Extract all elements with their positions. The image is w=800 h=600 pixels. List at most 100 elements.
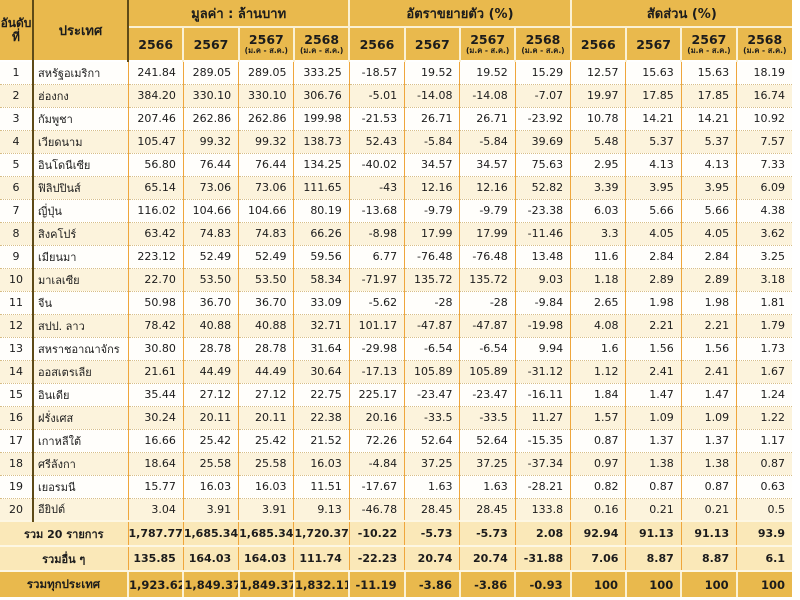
value-cell: 3.3 bbox=[570, 221, 626, 245]
summary-value-cell: 1,787.77 bbox=[127, 520, 184, 546]
summary-value-cell: 92.94 bbox=[570, 520, 626, 546]
rank-cell: 10 bbox=[0, 267, 34, 291]
summary-label-cell: รวมอื่น ๆ bbox=[0, 545, 128, 571]
value-cell: 7.33 bbox=[736, 152, 792, 176]
value-cell: -17.67 bbox=[348, 474, 405, 498]
value-cell: 1.98 bbox=[680, 290, 737, 314]
value-cell: -47.87 bbox=[459, 313, 516, 337]
value-cell: -23.38 bbox=[514, 198, 571, 222]
rank-cell: 6 bbox=[0, 175, 34, 199]
year-column-header: 2567 (ม.ค - ส.ค.) bbox=[680, 27, 737, 61]
value-cell: 52.43 bbox=[348, 129, 405, 153]
value-cell: -76.48 bbox=[404, 244, 460, 268]
value-cell: 104.66 bbox=[238, 198, 294, 222]
value-cell: -5.84 bbox=[459, 129, 516, 153]
value-cell: 25.42 bbox=[182, 428, 239, 452]
value-cell: 3.25 bbox=[736, 244, 792, 268]
value-cell: 17.99 bbox=[459, 221, 516, 245]
table-row: 8 สิงคโปร์ 63.42 74.83 74.83 66.26 -8.98 17.99 1… bbox=[0, 221, 792, 245]
value-cell: 3.62 bbox=[736, 221, 792, 245]
summary-value-cell: -3.86 bbox=[403, 570, 460, 597]
value-cell: 3.95 bbox=[680, 175, 737, 199]
grand-total-row: รวมทุกประเทศ 1,923.62 1,849.37 1,849.37 1,83… bbox=[0, 570, 792, 597]
country-cell: เกาหลีใต้ bbox=[33, 428, 128, 452]
year-column-header: 2567 (ม.ค - ส.ค.) bbox=[237, 27, 294, 61]
value-cell: -6.54 bbox=[459, 336, 516, 360]
value-cell: 225.17 bbox=[348, 382, 405, 406]
value-cell: 36.70 bbox=[238, 290, 294, 314]
value-cell: 2.84 bbox=[625, 244, 682, 268]
value-cell: 52.64 bbox=[404, 428, 460, 452]
value-cell: 1.47 bbox=[680, 382, 737, 406]
country-cell: อินเดีย bbox=[33, 382, 128, 406]
value-cell: 105.47 bbox=[127, 129, 184, 153]
value-cell: 16.03 bbox=[238, 474, 294, 498]
value-cell: -5.84 bbox=[404, 129, 460, 153]
value-cell: 78.42 bbox=[127, 313, 184, 337]
value-cell: 3.91 bbox=[182, 497, 239, 521]
value-cell: 0.87 bbox=[736, 451, 792, 475]
table-row: 4 เวียดนาม 105.47 99.32 99.32 138.73 52.43 -5.8… bbox=[0, 129, 792, 153]
value-cell: 34.57 bbox=[459, 152, 516, 176]
value-cell: 1.09 bbox=[680, 405, 737, 429]
value-cell: 4.38 bbox=[736, 198, 792, 222]
summary-value-cell: 100 bbox=[624, 570, 682, 597]
rank-cell: 17 bbox=[0, 428, 34, 452]
value-cell: 4.13 bbox=[680, 152, 737, 176]
value-cell: 262.86 bbox=[182, 106, 239, 130]
value-cell: -33.5 bbox=[459, 405, 516, 429]
summary-value-cell: 91.13 bbox=[625, 520, 682, 546]
value-cell: 2.89 bbox=[680, 267, 737, 291]
value-cell: 134.25 bbox=[293, 152, 350, 176]
value-cell: -31.12 bbox=[514, 359, 571, 383]
summary-value-cell: -22.23 bbox=[348, 545, 405, 571]
value-cell: 9.94 bbox=[514, 336, 571, 360]
value-cell: 25.58 bbox=[182, 451, 239, 475]
table-row: 5 อินโดนีเซีย 56.80 76.44 76.44 134.25 -40.02 3… bbox=[0, 152, 792, 176]
country-column-header: ประเทศ bbox=[33, 0, 129, 61]
value-cell: 0.63 bbox=[736, 474, 792, 498]
value-cell: 1.38 bbox=[625, 451, 682, 475]
value-cell: 18.64 bbox=[127, 451, 184, 475]
value-cell: 3.18 bbox=[736, 267, 792, 291]
value-cell: 2.21 bbox=[680, 313, 737, 337]
header-group-row: อันดับ ที่ ประเทศ มูลค่า : ล้านบาท อัตรา… bbox=[0, 0, 792, 61]
year-label: 2567 bbox=[193, 36, 229, 52]
year-column-header: 2567 bbox=[624, 27, 682, 61]
value-cell: 330.10 bbox=[238, 83, 294, 107]
year-label: 2568 bbox=[525, 32, 561, 47]
value-cell: 1.56 bbox=[625, 336, 682, 360]
rank-cell: 5 bbox=[0, 152, 34, 176]
value-cell: -8.98 bbox=[348, 221, 405, 245]
value-cell: 5.66 bbox=[625, 198, 682, 222]
value-cell: 28.78 bbox=[182, 336, 239, 360]
value-cell: 50.98 bbox=[127, 290, 184, 314]
table-row: 6 ฟิลิปปินส์ 65.14 73.06 73.06 111.65 -43 12.16… bbox=[0, 175, 792, 199]
value-cell: 18.19 bbox=[736, 61, 792, 84]
value-cell: 16.74 bbox=[736, 83, 792, 107]
rank-cell: 16 bbox=[0, 405, 34, 429]
year-column-header: 2567 bbox=[182, 27, 239, 61]
value-cell: 101.17 bbox=[348, 313, 405, 337]
summary-value-cell: 20.74 bbox=[404, 545, 460, 571]
value-cell: 1.47 bbox=[625, 382, 682, 406]
table-row: 15 อินเดีย 35.44 27.12 27.12 22.75 225.17 -23.4… bbox=[0, 382, 792, 406]
value-cell: -6.54 bbox=[404, 336, 460, 360]
year-label: 2568 bbox=[304, 32, 340, 47]
table-row: 19 เยอรมนี 15.77 16.03 16.03 11.51 -17.67 1.63 1… bbox=[0, 474, 792, 498]
year-label: 2566 bbox=[580, 36, 616, 52]
value-cell: 1.12 bbox=[570, 359, 626, 383]
value-cell: 135.72 bbox=[459, 267, 516, 291]
value-cell: 72.26 bbox=[348, 428, 405, 452]
value-cell: 1.09 bbox=[625, 405, 682, 429]
table-row: 13 สหราชอาณาจักร 30.80 28.78 28.78 31.64 -29.9… bbox=[0, 336, 792, 360]
rank-cell: 2 bbox=[0, 83, 34, 107]
value-cell: 66.26 bbox=[293, 221, 350, 245]
value-cell: 40.88 bbox=[182, 313, 239, 337]
year-column-header: 2566 bbox=[348, 27, 405, 61]
summary-value-cell: 91.13 bbox=[680, 520, 737, 546]
value-cell: -37.34 bbox=[514, 451, 571, 475]
value-cell: 1.57 bbox=[570, 405, 626, 429]
value-cell: 10.92 bbox=[736, 106, 792, 130]
value-cell: 22.70 bbox=[127, 267, 184, 291]
